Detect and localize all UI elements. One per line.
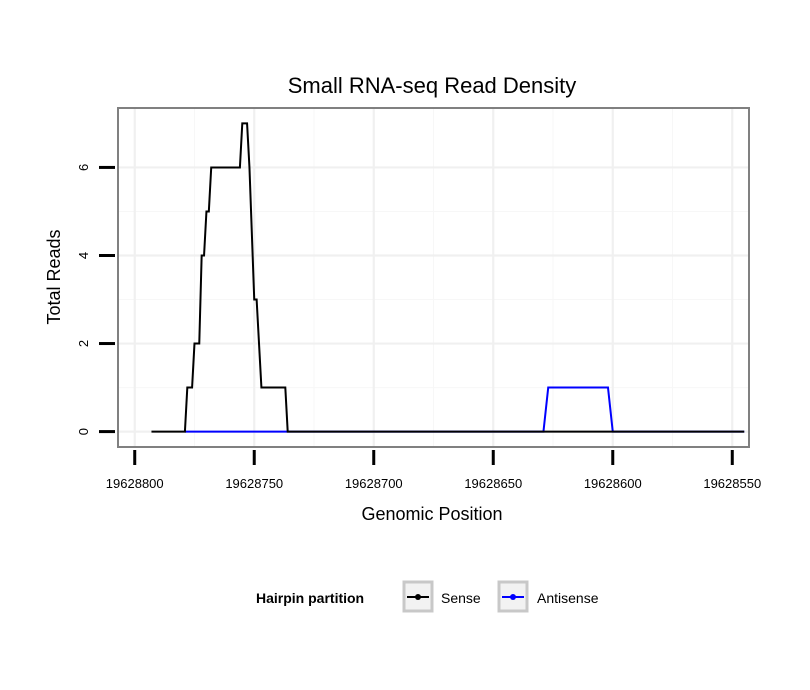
legend-point-antisense (510, 594, 516, 600)
legend-item-antisense: Antisense (497, 580, 599, 613)
chart-title: Small RNA-seq Read Density (288, 73, 577, 98)
x-tick-label: 19628550 (703, 476, 761, 491)
x-axis: 19628800 19628750 19628700 19628650 19628600… (106, 450, 761, 491)
legend-title: Hairpin partition (256, 590, 364, 606)
legend-point-sense (415, 594, 421, 600)
y-axis: 0 2 4 6 (76, 164, 115, 435)
plot-panel (117, 107, 750, 448)
legend-item-sense: Sense (402, 580, 481, 613)
y-tick-label: 4 (76, 252, 91, 259)
legend-label-antisense: Antisense (537, 590, 599, 606)
grid (118, 108, 749, 447)
x-tick-label: 19628600 (584, 476, 642, 491)
x-tick-label: 19628700 (345, 476, 403, 491)
x-tick-label: 19628650 (464, 476, 522, 491)
x-axis-title: Genomic Position (361, 504, 502, 524)
legend-label-sense: Sense (441, 590, 481, 606)
y-tick-label: 0 (76, 428, 91, 435)
y-tick-label: 2 (76, 340, 91, 347)
series-line-sense (151, 122, 745, 433)
y-tick-label: 6 (76, 164, 91, 171)
x-tick-label: 19628750 (225, 476, 283, 491)
series-lines (151, 122, 745, 433)
x-tick-label: 19628800 (106, 476, 164, 491)
legend: Hairpin partition Sense Antisense (256, 580, 599, 613)
y-axis-title: Total Reads (44, 229, 64, 324)
